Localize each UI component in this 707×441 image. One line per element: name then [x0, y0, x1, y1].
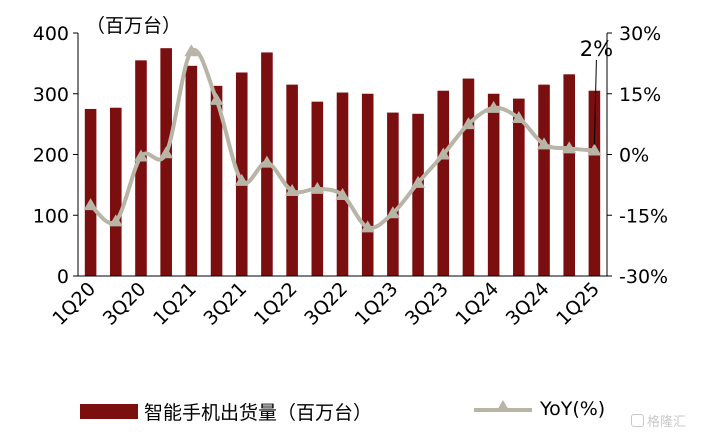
legend: 智能手机出货量（百万台） YoY(%) — [0, 390, 707, 430]
x-tick-label: 3Q23 — [401, 278, 453, 330]
bar-2Q20 — [109, 107, 122, 276]
yoy-marker-4Q20 — [159, 146, 174, 159]
yoy-marker-4Q22 — [360, 220, 375, 233]
yoy-line-series — [83, 44, 602, 233]
bar-3Q24 — [538, 84, 550, 276]
legend-line-swatch — [474, 399, 532, 419]
bar-1Q21 — [185, 65, 198, 277]
watermark-logo-icon — [631, 414, 644, 427]
left-tick-label: 200 — [33, 145, 69, 167]
bar-3Q22 — [336, 92, 349, 276]
x-tick-label: 1Q22 — [250, 278, 302, 330]
yoy-marker-3Q24 — [537, 137, 552, 150]
yoy-marker-2Q20 — [108, 214, 123, 227]
chart: 0100200300400-30%-15%0%15%30%1Q203Q201Q2… — [33, 15, 668, 330]
axes — [73, 32, 612, 277]
yoy-marker-4Q21 — [259, 155, 274, 168]
yoy-marker-1Q24 — [486, 100, 501, 113]
x-tick-label: 3Q20 — [99, 278, 151, 330]
left-axis-unit-label: （百万台） — [86, 15, 181, 37]
legend-bar-swatch — [80, 404, 138, 419]
yoy-marker-2Q24 — [511, 111, 526, 124]
legend-label-yoy: YoY(%) — [540, 398, 606, 420]
bar-series — [84, 48, 601, 277]
left-tick-label: 400 — [33, 23, 69, 45]
legend-item-shipments: 智能手机出货量（百万台） — [80, 398, 372, 425]
yoy-marker-2Q22 — [310, 181, 325, 194]
left-tick-label: 0 — [57, 266, 69, 288]
right-tick-label: -15% — [619, 205, 668, 227]
bar-2Q24 — [513, 98, 525, 276]
yoy-marker-1Q23 — [385, 206, 400, 219]
yoy-marker-3Q21 — [234, 173, 249, 186]
bar-1Q24 — [487, 93, 500, 276]
yoy-marker-3Q23 — [436, 147, 451, 160]
bar-3Q20 — [135, 60, 147, 277]
left-tick-label: 300 — [33, 84, 69, 106]
bar-4Q20 — [160, 48, 172, 276]
yoy-marker-1Q22 — [285, 183, 300, 196]
bar-1Q25 — [588, 90, 601, 277]
annotation-leader-line — [593, 59, 597, 145]
yoy-marker-4Q24 — [562, 141, 577, 154]
right-tick-label: 0% — [619, 145, 649, 167]
bar-2Q21 — [210, 85, 223, 276]
x-tick-label: 1Q23 — [351, 278, 403, 330]
watermark: 格隆汇 — [631, 411, 686, 430]
bar-4Q24 — [563, 74, 576, 276]
x-tick-label: 3Q22 — [300, 278, 352, 330]
annotation-label: 2% — [580, 37, 613, 61]
x-tick-label: 3Q21 — [199, 278, 251, 330]
yoy-marker-1Q25 — [587, 143, 602, 156]
yoy-marker-2Q21 — [209, 92, 224, 105]
yoy-marker-2Q23 — [411, 175, 426, 188]
legend-label-shipments: 智能手机出货量（百万台） — [144, 402, 373, 424]
yoy-marker-1Q20 — [83, 198, 98, 211]
x-tick-label: 1Q24 — [451, 278, 503, 330]
right-tick-label: 30% — [619, 23, 661, 45]
bar-2Q23 — [412, 113, 424, 276]
bar-4Q23 — [462, 78, 475, 276]
watermark-text: 格隆汇 — [647, 415, 687, 430]
bar-1Q22 — [286, 84, 298, 276]
x-tick-label: 1Q21 — [149, 278, 201, 330]
x-tick-label: 1Q25 — [552, 278, 604, 330]
bar-4Q22 — [361, 93, 374, 276]
yoy-marker-3Q20 — [133, 149, 148, 162]
yoy-line — [89, 47, 595, 230]
bar-1Q20 — [84, 108, 97, 276]
right-tick-label: 15% — [619, 84, 661, 106]
right-tick-label: -30% — [619, 266, 668, 288]
bar-1Q23 — [387, 112, 399, 277]
legend-item-yoy: YoY(%) — [474, 398, 605, 420]
yoy-marker-3Q22 — [335, 188, 350, 200]
bar-3Q23 — [437, 90, 450, 277]
yoy-marker-1Q21 — [184, 44, 199, 57]
x-tick-label: 3Q24 — [502, 278, 554, 330]
left-tick-label: 100 — [33, 205, 69, 227]
yoy-marker-4Q23 — [461, 117, 476, 130]
